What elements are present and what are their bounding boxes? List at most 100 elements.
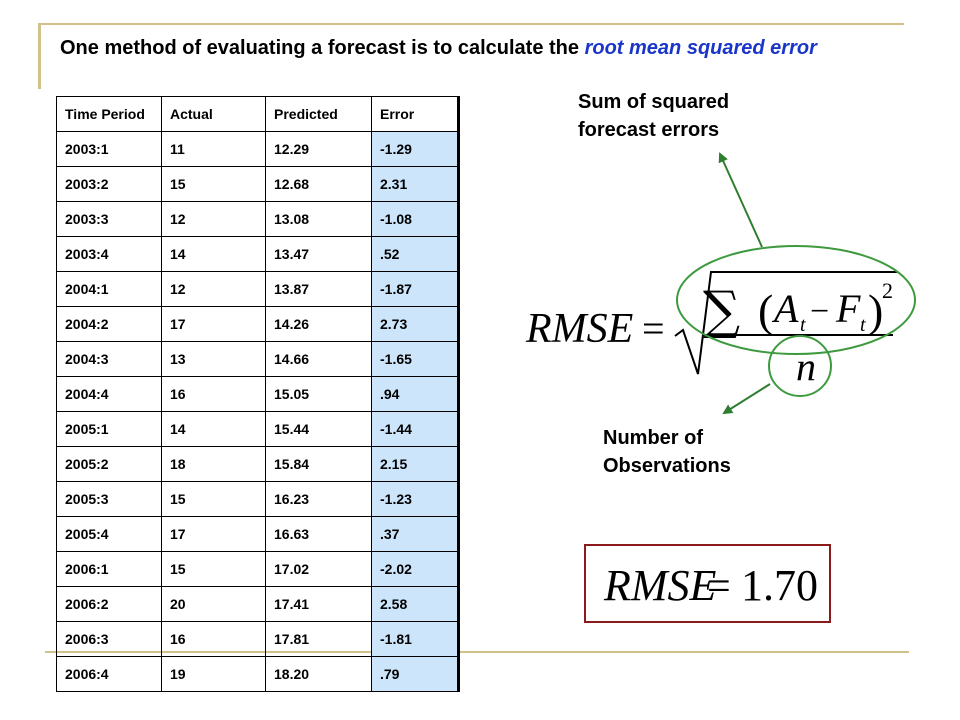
error-cell: -1.65: [371, 341, 460, 377]
symbol-f: F: [835, 286, 861, 331]
count-label-line2: Observations: [603, 455, 731, 477]
actual-cell: 15: [161, 551, 266, 587]
table-row: 2004:3 13 14.66 -1.65: [56, 341, 460, 377]
error-cell: -2.02: [371, 551, 460, 587]
table-row: 2005:4 17 16.63.37: [56, 516, 460, 552]
top-rule: [40, 23, 904, 25]
time-period-cell: 2003:4: [56, 236, 162, 272]
formula-equals: =: [642, 306, 665, 351]
error-cell: .79: [371, 656, 460, 692]
sum-squared-errors-label: Sum of squared forecast errors: [578, 88, 729, 144]
actual-cell: 19: [161, 656, 266, 692]
result-value: 1.70: [741, 561, 818, 610]
error-cell: 2.73: [371, 306, 460, 342]
col-header-actual: Actual: [161, 96, 266, 132]
symbol-a: A: [771, 286, 799, 331]
predicted-cell: 13.87: [265, 271, 372, 307]
table-row: 2003:3 12 13.08 -1.08: [56, 201, 460, 237]
title-prefix: One method of evaluating a forecast is t…: [60, 37, 585, 59]
count-arrow: [722, 383, 771, 415]
table-body: 2003:1 11 12.29 -1.29 2003:2 15 12.68 2.31 2003:…: [56, 131, 460, 692]
time-period-cell: 2005:3: [56, 481, 162, 517]
actual-cell: 20: [161, 586, 266, 622]
actual-cell: 12: [161, 271, 266, 307]
col-header-error: Error: [371, 96, 460, 132]
table-row: 2003:2 15 12.68 2.31: [56, 166, 460, 202]
table-row: 2006:3 16 17.81 -1.81: [56, 621, 460, 657]
time-period-cell: 2004:3: [56, 341, 162, 377]
slide-title: One method of evaluating a forecast is t…: [60, 34, 920, 62]
col-header-time-period: Time Period: [56, 96, 162, 132]
minus-sign: −: [810, 293, 829, 330]
table-row: 2003:4 14 13.47.52: [56, 236, 460, 272]
subscript-t-f: t: [860, 314, 866, 336]
table-row: 2005:1 14 15.44 -1.44: [56, 411, 460, 447]
count-label-line1: Number of: [603, 427, 703, 449]
actual-cell: 16: [161, 376, 266, 412]
table-row: 2006:2 20 17.41 2.58: [56, 586, 460, 622]
table-row: 2006:4 19 18.20.79: [56, 656, 460, 692]
predicted-cell: 14.26: [265, 306, 372, 342]
predicted-cell: 12.68: [265, 166, 372, 202]
table-row: 2006:1 15 17.02 -2.02: [56, 551, 460, 587]
predicted-cell: 13.08: [265, 201, 372, 237]
predicted-cell: 17.02: [265, 551, 372, 587]
error-cell: .52: [371, 236, 460, 272]
error-cell: 2.31: [371, 166, 460, 202]
denominator-n: n: [796, 344, 816, 389]
table-header-row: Time Period Actual Predicted Error: [56, 96, 460, 132]
table-row: 2004:1 12 13.87 -1.87: [56, 271, 460, 307]
col-header-predicted: Predicted: [265, 96, 372, 132]
sigma-symbol: ∑: [703, 281, 740, 341]
radical-sign: [674, 271, 897, 375]
sum-label-line1: Sum of squared: [578, 91, 730, 113]
error-cell: 2.58: [371, 586, 460, 622]
bottom-rule: [45, 651, 909, 653]
sum-label-line2: forecast errors: [578, 119, 720, 141]
actual-cell: 13: [161, 341, 266, 377]
error-cell: -1.81: [371, 621, 460, 657]
error-cell: -1.23: [371, 481, 460, 517]
result-equals: =: [707, 564, 731, 610]
left-rule: [38, 23, 41, 89]
subscript-t-a: t: [800, 314, 806, 336]
time-period-cell: 2005:4: [56, 516, 162, 552]
error-cell: -1.08: [371, 201, 460, 237]
actual-cell: 14: [161, 236, 266, 272]
actual-cell: 15: [161, 166, 266, 202]
time-period-cell: 2005:2: [56, 446, 162, 482]
table-row: 2003:1 11 12.29 -1.29: [56, 131, 460, 167]
actual-cell: 18: [161, 446, 266, 482]
forecast-table: Time Period Actual Predicted Error 2003:…: [56, 96, 460, 692]
denominator-highlight-circle: [768, 335, 832, 397]
error-cell: -1.44: [371, 411, 460, 447]
actual-cell: 14: [161, 411, 266, 447]
open-paren: (: [758, 285, 773, 336]
predicted-cell: 18.20: [265, 656, 372, 692]
error-cell: 2.15: [371, 446, 460, 482]
exponent: 2: [882, 278, 893, 303]
number-of-observations-label: Number of Observations: [603, 424, 731, 480]
error-cell: -1.29: [371, 131, 460, 167]
close-paren: ): [868, 285, 883, 336]
time-period-cell: 2005:1: [56, 411, 162, 447]
result-box: [584, 544, 831, 623]
error-cell: .37: [371, 516, 460, 552]
time-period-cell: 2004:4: [56, 376, 162, 412]
time-period-cell: 2004:2: [56, 306, 162, 342]
error-cell: -1.87: [371, 271, 460, 307]
predicted-cell: 16.23: [265, 481, 372, 517]
predicted-cell: 12.29: [265, 131, 372, 167]
actual-cell: 12: [161, 201, 266, 237]
table-row: 2004:2 17 14.26 2.73: [56, 306, 460, 342]
title-emphasis: root mean squared error: [584, 37, 817, 59]
time-period-cell: 2006:4: [56, 656, 162, 692]
numerator-highlight-ellipse: [676, 245, 916, 355]
actual-cell: 17: [161, 516, 266, 552]
time-period-cell: 2004:1: [56, 271, 162, 307]
formula-lhs: RMSE: [525, 306, 633, 352]
result-lhs: RMSE: [603, 561, 717, 610]
sum-arrow: [718, 152, 763, 248]
table-row: 2005:3 15 16.23 -1.23: [56, 481, 460, 517]
